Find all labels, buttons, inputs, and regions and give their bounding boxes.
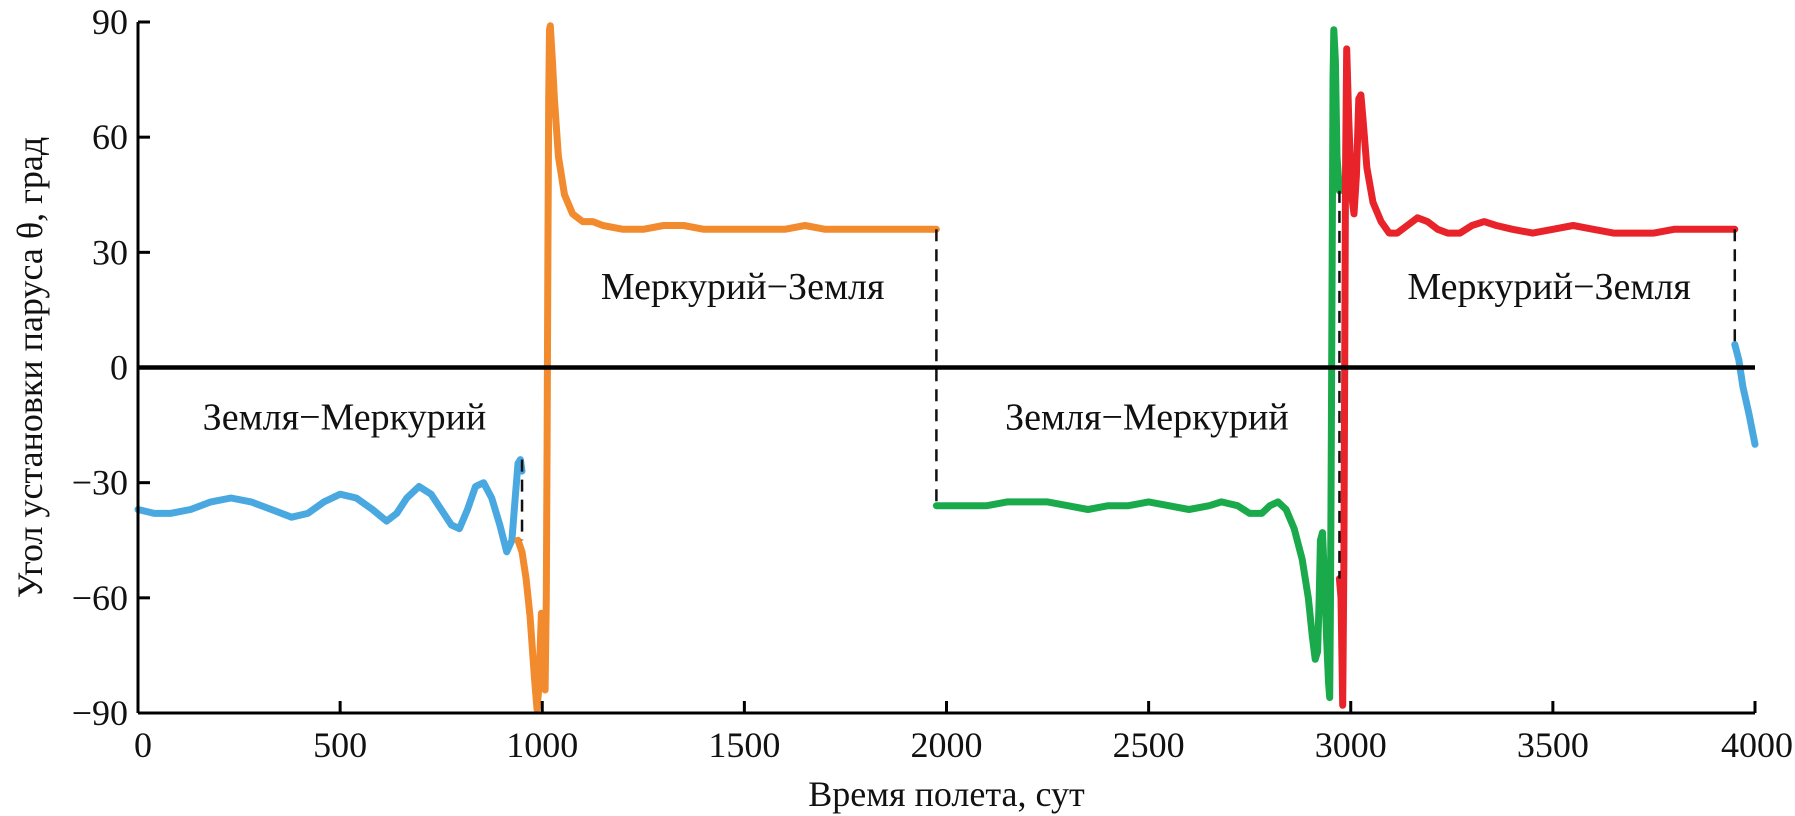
- x-tick-label: 4000: [1721, 725, 1793, 765]
- series-line-3: [932, 26, 1343, 702]
- x-tick-label: 2000: [911, 725, 983, 765]
- y-tick-label: 60: [92, 117, 128, 157]
- series-line-1: [134, 456, 526, 556]
- x-tick-label: 3000: [1315, 725, 1387, 765]
- x-axis-label: Время полета, сут: [808, 774, 1085, 814]
- series-line-5: [1731, 341, 1759, 448]
- y-tick-label: 0: [110, 348, 128, 388]
- data-curves: [134, 22, 1759, 713]
- annotations: Земля−Меркурий Меркурий−Земля Земля−Меркур…: [203, 266, 1691, 439]
- y-tick-label: 30: [92, 232, 128, 272]
- axes: [136, 20, 1757, 715]
- series-line-2: [514, 22, 940, 713]
- phase-annotation-2: Меркурий−Земля: [601, 266, 885, 308]
- y-tick-label: −60: [72, 578, 128, 618]
- series-line-4: [1335, 45, 1739, 709]
- x-tick-label: 500: [313, 725, 367, 765]
- y-tick-label: 90: [92, 2, 128, 42]
- y-axis-label: Угол установки паруса θ, град: [10, 137, 50, 598]
- transition-connectors: [520, 190, 1737, 579]
- x-tick-label: 0: [134, 725, 152, 765]
- x-tick-label: 1000: [506, 725, 578, 765]
- y-tick-label: −30: [72, 463, 128, 503]
- phase-annotation-4: Меркурий−Земля: [1407, 266, 1691, 308]
- x-tick-label: 2500: [1113, 725, 1185, 765]
- phase-annotation-1: Земля−Меркурий: [203, 396, 487, 438]
- phase-annotation-3: Земля−Меркурий: [1005, 396, 1289, 438]
- tick-labels: −90 −60 −30 0 30 60 90 0 500 1000 1500 2000 2500 3000…: [72, 2, 1793, 765]
- y-tick-label: −90: [72, 693, 128, 733]
- x-tick-label: 3500: [1517, 725, 1589, 765]
- x-tick-label: 1500: [708, 725, 780, 765]
